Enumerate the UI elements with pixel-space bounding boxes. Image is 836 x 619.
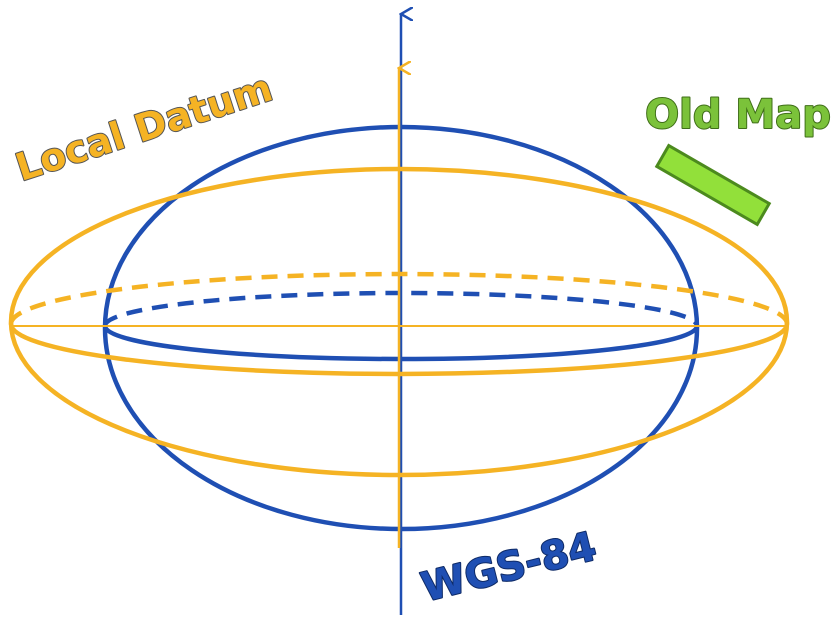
local-datum-label: Local Datum <box>10 65 277 189</box>
old-map-rect <box>654 143 772 227</box>
wgs84-equator-front <box>102 325 700 362</box>
old-map-label: Old Map <box>645 92 831 138</box>
wgs84-equator-back <box>102 290 700 327</box>
wgs84-label: WGS-84 <box>417 524 601 612</box>
